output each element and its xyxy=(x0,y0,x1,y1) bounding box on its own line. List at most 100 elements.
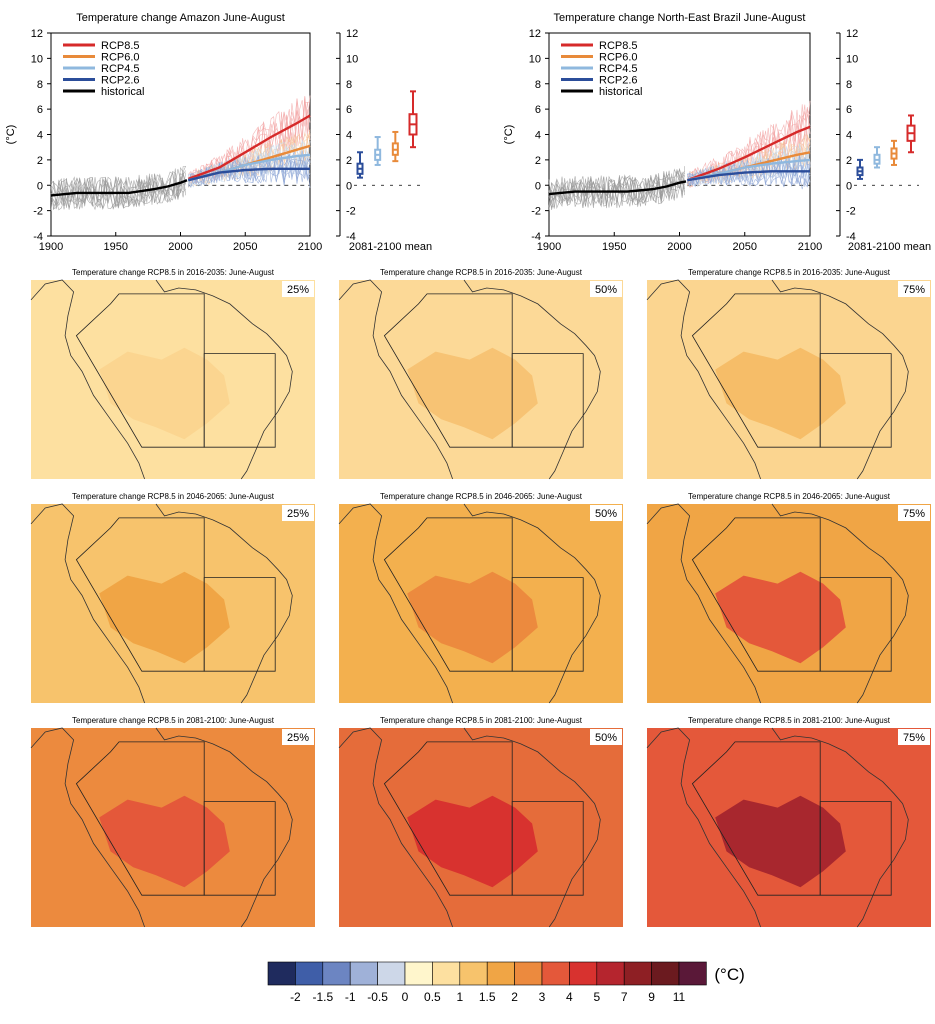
coastline-west xyxy=(646,279,761,480)
y-tick-label-right: 8 xyxy=(346,79,352,91)
colorbar-label: 11 xyxy=(673,990,686,1004)
legend-label: RCP8.5 xyxy=(101,40,140,52)
panel-title: Temperature change Amazon June-August xyxy=(76,12,285,24)
y-tick-label-right: 6 xyxy=(846,104,852,116)
coastline-east xyxy=(155,279,293,480)
northeast-brazil-region-outline xyxy=(203,577,276,672)
percentile-box xyxy=(282,505,314,521)
y-tick-label-right: 2 xyxy=(846,155,852,167)
y-tick-label: 4 xyxy=(535,130,541,142)
map-core-anomaly xyxy=(99,347,230,440)
coastline-west xyxy=(338,503,453,704)
map-panel-5: Temperature change RCP8.5 in 2046-2065: … xyxy=(646,492,931,704)
colorbar-cell xyxy=(322,961,351,986)
y-tick-label-right: 10 xyxy=(846,53,858,65)
coastline-west xyxy=(646,727,761,928)
northeast-brazil-region-outline xyxy=(203,801,276,896)
historical-member-line xyxy=(548,170,685,209)
map-panel-7: Temperature change RCP8.5 in 2081-2100: … xyxy=(338,716,623,928)
northeast-brazil-region-outline xyxy=(819,353,892,448)
colorbar-label: 2 xyxy=(511,990,518,1004)
colorbar-label: 9 xyxy=(648,990,655,1004)
y-tick-label-right: -4 xyxy=(346,231,356,243)
colorbar-label: -2 xyxy=(290,990,301,1004)
colorbar-label: -1 xyxy=(345,990,356,1004)
y-tick-label-right: 10 xyxy=(346,53,358,65)
coastline-east xyxy=(771,727,909,928)
y-tick-label-right: 2 xyxy=(346,155,352,167)
colorbar-cell xyxy=(623,961,652,986)
colorbar-label: -1.5 xyxy=(312,990,333,1004)
coastline-east xyxy=(771,279,909,480)
x-tick-label: 1900 xyxy=(537,241,561,253)
series-line-rcp26 xyxy=(188,167,310,182)
percentile-label: 50% xyxy=(595,284,617,296)
colorbar-cell xyxy=(377,961,406,986)
y-tick-label-right: 6 xyxy=(346,104,352,116)
colorbar-cell xyxy=(267,961,296,986)
colorbar-label: 1.5 xyxy=(479,990,496,1004)
percentile-label: 75% xyxy=(903,284,925,296)
timeseries-panel-1: Temperature change North-East Brazil Jun… xyxy=(503,12,931,253)
y-tick-label: 10 xyxy=(31,53,43,65)
colorbar-cell xyxy=(678,961,707,986)
legend-label: historical xyxy=(101,86,144,98)
colorbar-cell xyxy=(569,961,598,986)
x-tick-label: 2100 xyxy=(798,241,822,253)
coastline-east xyxy=(771,503,909,704)
percentile-box xyxy=(282,281,314,297)
map-core-anomaly xyxy=(715,347,846,440)
y-tick-label: 8 xyxy=(535,79,541,91)
northeast-brazil-region-outline xyxy=(511,577,584,672)
map-title: Temperature change RCP8.5 in 2016-2035: … xyxy=(380,268,583,277)
colorbar: -2 -1.5 -1 -0.5 0 0.5 1 1.5 2 3 4 5 7 9 11 (°C) xyxy=(267,961,745,1004)
y-tick-label: 6 xyxy=(535,104,541,116)
ensemble-member-line xyxy=(188,133,311,187)
plot-frame xyxy=(50,32,311,237)
northeast-brazil-region-outline xyxy=(819,801,892,896)
percentile-box xyxy=(590,281,622,297)
percentile-box xyxy=(590,505,622,521)
map-core-anomaly xyxy=(407,795,538,888)
legend-label: RCP2.6 xyxy=(101,75,140,87)
x-tick-label: 2050 xyxy=(233,241,257,253)
map-title: Temperature change RCP8.5 in 2081-2100: … xyxy=(688,716,891,725)
percentile-box xyxy=(898,505,930,521)
x-tick-label: 1950 xyxy=(104,241,128,253)
amazon-region-outline xyxy=(383,293,513,448)
coastline-east xyxy=(463,727,601,928)
percentile-box xyxy=(898,281,930,297)
y-tick-label-right: -4 xyxy=(846,231,856,243)
map-title: Temperature change RCP8.5 in 2046-2065: … xyxy=(688,492,891,501)
northeast-brazil-region-outline xyxy=(511,801,584,896)
map-panel-8: Temperature change RCP8.5 in 2081-2100: … xyxy=(646,716,931,928)
y-axis-label: (°C) xyxy=(503,125,515,145)
legend-label: historical xyxy=(599,86,642,98)
amazon-region-outline xyxy=(75,293,205,448)
amazon-region-outline xyxy=(75,517,205,672)
percentile-label: 50% xyxy=(595,508,617,520)
y-tick-label: -2 xyxy=(33,206,43,218)
map-core-anomaly xyxy=(99,795,230,888)
map-title: Temperature change RCP8.5 in 2081-2100: … xyxy=(380,716,583,725)
percentile-box xyxy=(590,729,622,745)
coastline-west xyxy=(338,727,453,928)
percentile-label: 50% xyxy=(595,732,617,744)
percentile-label: 25% xyxy=(287,284,309,296)
percentile-box xyxy=(282,729,314,745)
y-tick-label: 2 xyxy=(535,155,541,167)
amazon-region-outline xyxy=(75,741,205,896)
percentile-label: 25% xyxy=(287,508,309,520)
x-tick-label: 2100 xyxy=(298,241,322,253)
map-title: Temperature change RCP8.5 in 2016-2035: … xyxy=(72,268,275,277)
map-title: Temperature change RCP8.5 in 2081-2100: … xyxy=(72,716,275,725)
x-tick-label: 1900 xyxy=(39,241,63,253)
series-line-rcp26 xyxy=(687,170,810,182)
colorbar-cell xyxy=(514,961,543,986)
legend-label: RCP2.6 xyxy=(599,75,638,87)
map-panel-2: Temperature change RCP8.5 in 2016-2035: … xyxy=(646,268,931,480)
y-tick-label: -2 xyxy=(531,206,541,218)
x-tick-label: 1950 xyxy=(602,241,626,253)
coastline-west xyxy=(30,503,145,704)
series-line-historical xyxy=(50,179,188,197)
